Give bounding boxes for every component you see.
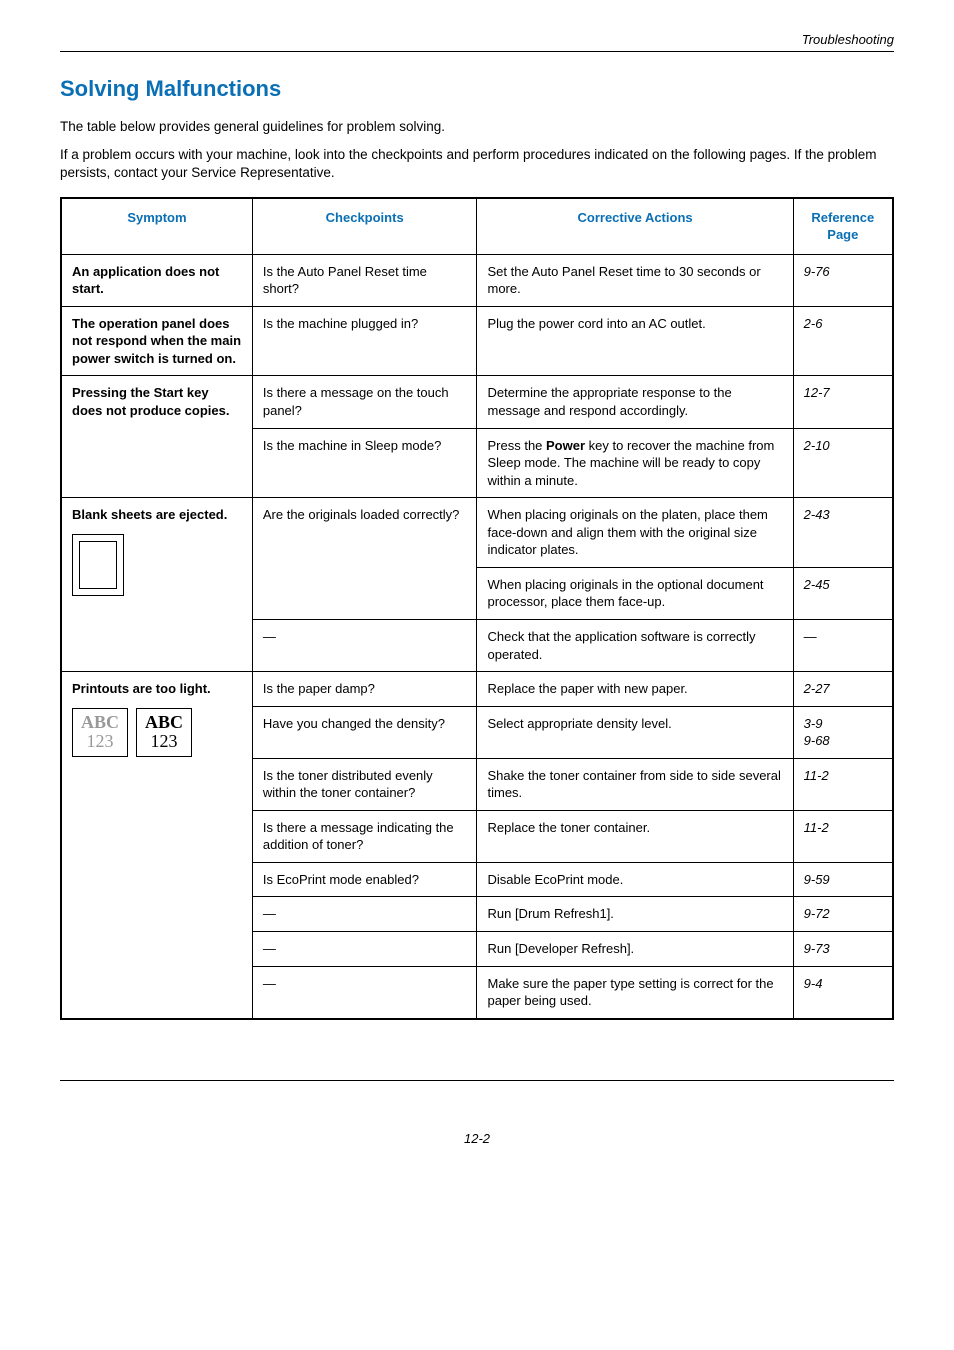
num-label: 123 bbox=[87, 731, 114, 751]
page-ref: 9-59 bbox=[793, 862, 893, 897]
page-ref-a: 3-9 bbox=[804, 716, 823, 731]
intro-paragraph-2: If a problem occurs with your machine, l… bbox=[60, 146, 894, 182]
table-row: Pressing the Start key does not produce … bbox=[61, 376, 893, 428]
page-ref: 9-73 bbox=[793, 931, 893, 966]
action-text: Set the Auto Panel Reset time to 30 seco… bbox=[477, 254, 793, 306]
checkpoint-text: Is there a message on the touch panel? bbox=[252, 376, 477, 428]
table-row: The operation panel does not respond whe… bbox=[61, 306, 893, 376]
checkpoint-text: — bbox=[252, 931, 477, 966]
th-actions: Corrective Actions bbox=[477, 198, 793, 255]
symptom-text: Pressing the Start key does not produce … bbox=[72, 385, 229, 418]
checkpoint-text: Is the paper damp? bbox=[252, 672, 477, 707]
page-number: 12-2 bbox=[60, 1131, 894, 1146]
intro-paragraph-1: The table below provides general guideli… bbox=[60, 118, 894, 136]
page-ref-b: 9-68 bbox=[804, 733, 830, 748]
symptom-text: Printouts are too light. bbox=[72, 681, 211, 696]
action-pre: Press the bbox=[487, 438, 546, 453]
page-ref: 11-2 bbox=[793, 758, 893, 810]
action-text: Run [Drum Refresh1]. bbox=[477, 897, 793, 932]
action-text: Select appropriate density level. bbox=[477, 706, 793, 758]
action-text: When placing originals on the platen, pl… bbox=[477, 498, 793, 568]
symptom-text: The operation panel does not respond whe… bbox=[72, 316, 241, 366]
page-ref: 9-72 bbox=[793, 897, 893, 932]
checkpoint-text: Is the machine plugged in? bbox=[252, 306, 477, 376]
symptom-text: Blank sheets are ejected. bbox=[72, 507, 227, 522]
footer-rule bbox=[60, 1080, 894, 1081]
action-text: Replace the toner container. bbox=[477, 810, 793, 862]
action-text: Check that the application software is c… bbox=[477, 619, 793, 671]
page-ref: 2-45 bbox=[793, 567, 893, 619]
checkpoint-text: Is EcoPrint mode enabled? bbox=[252, 862, 477, 897]
page-ref: 2-6 bbox=[793, 306, 893, 376]
table-header-row: Symptom Checkpoints Corrective Actions R… bbox=[61, 198, 893, 255]
checkpoint-text: Is the machine in Sleep mode? bbox=[252, 428, 477, 498]
page-ref: 2-43 bbox=[793, 498, 893, 568]
action-text: Make sure the paper type setting is corr… bbox=[477, 966, 793, 1019]
action-text: Shake the toner container from side to s… bbox=[477, 758, 793, 810]
action-text: Plug the power cord into an AC outlet. bbox=[477, 306, 793, 376]
th-checkpoints: Checkpoints bbox=[252, 198, 477, 255]
page-ref: 11-2 bbox=[793, 810, 893, 862]
page-ref: 9-4 bbox=[793, 966, 893, 1019]
symptom-text: An application does not start. bbox=[72, 264, 219, 297]
table-row: An application does not start. Is the Au… bbox=[61, 254, 893, 306]
section-title: Solving Malfunctions bbox=[60, 76, 894, 102]
light-print-icon: ABC 123 bbox=[72, 708, 128, 758]
page-ref: — bbox=[793, 619, 893, 671]
page-ref: 2-27 bbox=[793, 672, 893, 707]
page-ref: 9-76 bbox=[793, 254, 893, 306]
page-header: Troubleshooting bbox=[60, 32, 894, 51]
blank-sheet-icon bbox=[72, 534, 124, 596]
num-label: 123 bbox=[151, 731, 178, 751]
th-page: Reference Page bbox=[793, 198, 893, 255]
header-rule bbox=[60, 51, 894, 52]
th-symptom: Symptom bbox=[61, 198, 252, 255]
table-row: Printouts are too light. ABC 123 ABC 123… bbox=[61, 672, 893, 707]
page-ref: 12-7 bbox=[793, 376, 893, 428]
checkpoint-text: Are the originals loaded correctly? bbox=[252, 498, 477, 620]
checkpoint-text: — bbox=[252, 897, 477, 932]
page-ref: 3-9 9-68 bbox=[793, 706, 893, 758]
action-text: Replace the paper with new paper. bbox=[477, 672, 793, 707]
page-ref: 2-10 bbox=[793, 428, 893, 498]
table-row: Blank sheets are ejected. Are the origin… bbox=[61, 498, 893, 568]
action-text: Determine the appropriate response to th… bbox=[477, 376, 793, 428]
checkpoint-text: Is the toner distributed evenly within t… bbox=[252, 758, 477, 810]
troubleshooting-table: Symptom Checkpoints Corrective Actions R… bbox=[60, 197, 894, 1020]
action-text: When placing originals in the optional d… bbox=[477, 567, 793, 619]
action-text: Press the Power key to recover the machi… bbox=[477, 428, 793, 498]
action-text: Disable EcoPrint mode. bbox=[477, 862, 793, 897]
checkpoint-text: — bbox=[252, 619, 477, 671]
action-bold: Power bbox=[546, 438, 585, 453]
checkpoint-text: Have you changed the density? bbox=[252, 706, 477, 758]
checkpoint-text: Is there a message indicating the additi… bbox=[252, 810, 477, 862]
checkpoint-text: — bbox=[252, 966, 477, 1019]
abc-label: ABC bbox=[81, 712, 119, 732]
abc-label: ABC bbox=[145, 712, 183, 732]
action-text: Run [Developer Refresh]. bbox=[477, 931, 793, 966]
checkpoint-text: Is the Auto Panel Reset time short? bbox=[252, 254, 477, 306]
normal-print-icon: ABC 123 bbox=[136, 708, 192, 758]
